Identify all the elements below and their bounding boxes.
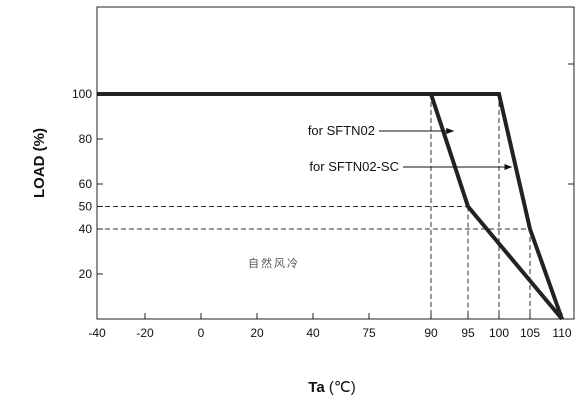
x-tick-label: 20	[250, 326, 264, 340]
x-axis-label-unit: (℃)	[329, 379, 356, 396]
y-tick-label: 60	[79, 177, 93, 191]
x-tick-label: 95	[461, 326, 475, 340]
x-tick-label: -40	[88, 326, 106, 340]
x-tick-label: 75	[362, 326, 376, 340]
y-tick-label: 100	[72, 87, 92, 101]
annotation-sftn02: for SFTN02	[308, 123, 375, 138]
x-axis-label: Ta (℃)	[308, 379, 355, 396]
derating-curve-2	[97, 92, 564, 320]
x-tick-label: -20	[136, 326, 154, 340]
x-tick-label: 0	[198, 326, 205, 340]
derating-curves	[97, 92, 564, 321]
y-tick-label: 20	[79, 267, 93, 281]
natural-cooling-label: 自然风冷	[248, 256, 300, 270]
x-tick-label: 90	[424, 326, 438, 340]
plot-frame	[96, 6, 575, 320]
x-tick-label: 105	[520, 326, 540, 340]
curve-annotations: for SFTN02 for SFTN02-SC 自然风冷	[248, 123, 513, 270]
x-tick-label: 100	[489, 326, 509, 340]
x-axis-ticks: -40 -20 0 20 40 75 90 95 100 105 110	[88, 313, 572, 340]
x-axis-label-quantity: Ta	[308, 379, 325, 396]
y-tick-label: 80	[79, 132, 93, 146]
x-tick-label: 110	[552, 326, 571, 340]
y-axis-ticks: 20 40 50 60 80 100	[72, 87, 103, 281]
y-tick-label: 40	[79, 222, 93, 236]
y-axis-label: LOAD (%)	[31, 128, 48, 198]
annotation-sftn02-sc: for SFTN02-SC	[309, 159, 399, 174]
x-tick-label: 40	[306, 326, 320, 340]
y-tick-label: 50	[79, 200, 93, 214]
reference-lines	[97, 94, 531, 319]
